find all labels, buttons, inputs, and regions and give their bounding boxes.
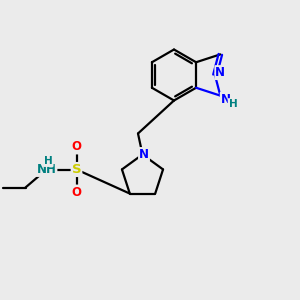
Text: S: S [72,163,81,176]
Text: NH: NH [37,163,56,176]
Text: H: H [229,99,237,109]
Text: O: O [71,140,82,154]
Text: N: N [215,66,225,79]
Text: N: N [221,93,231,106]
Text: O: O [71,185,82,199]
Text: N: N [139,148,149,161]
Text: H: H [44,156,53,166]
